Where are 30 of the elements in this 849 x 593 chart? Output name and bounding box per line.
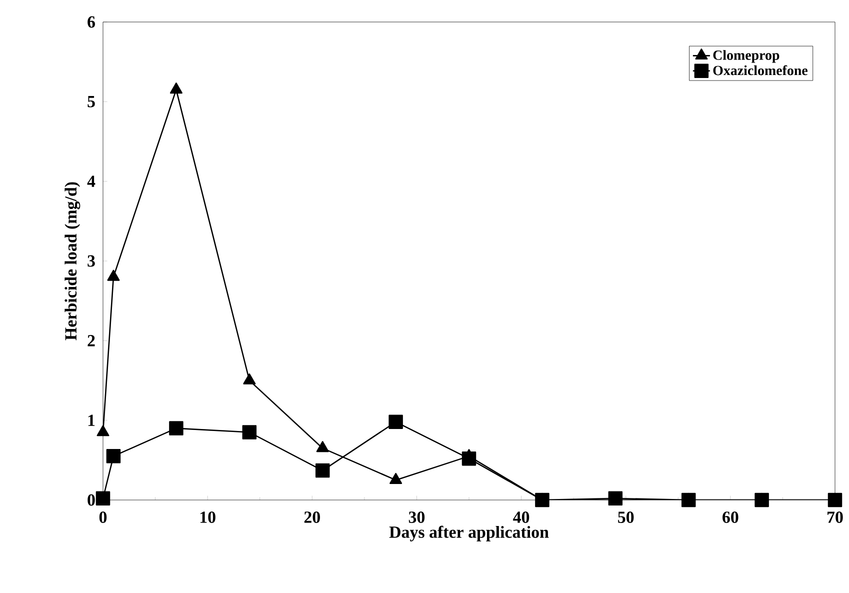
y-tick-label: 6 xyxy=(88,16,95,28)
point xyxy=(96,425,110,436)
legend-label: Clomeprop xyxy=(713,50,780,63)
y-tick-label: 3 xyxy=(88,255,95,267)
x-tick-label: 20 xyxy=(304,512,320,523)
point xyxy=(315,463,330,478)
point xyxy=(388,414,403,430)
y-axis-title: Herbicide load (mg/d) xyxy=(64,182,80,340)
x-tick-label: 40 xyxy=(513,512,530,523)
x-tick-label: 10 xyxy=(200,512,216,523)
point xyxy=(316,441,329,452)
point xyxy=(243,373,256,384)
x-tick-label: 0 xyxy=(99,512,107,523)
point xyxy=(106,449,121,464)
y-tick-label: 0 xyxy=(88,494,95,506)
x-tick-label: 30 xyxy=(408,512,425,523)
y-tick-label: 2 xyxy=(88,335,95,346)
y-tick-label: 1 xyxy=(88,414,95,426)
legend-label: Oxaziclomefone xyxy=(713,65,808,76)
point xyxy=(170,82,182,94)
x-tick-label: 60 xyxy=(722,512,738,523)
point xyxy=(242,425,257,440)
y-tick-label: 5 xyxy=(88,96,95,108)
point xyxy=(96,491,110,506)
x-axis-title: Days after application xyxy=(389,526,549,542)
point xyxy=(169,421,184,436)
x-tick-label: 50 xyxy=(618,512,634,523)
x-tick-label: 70 xyxy=(828,512,843,523)
point xyxy=(107,270,120,281)
y-tick-label: 4 xyxy=(87,176,96,187)
